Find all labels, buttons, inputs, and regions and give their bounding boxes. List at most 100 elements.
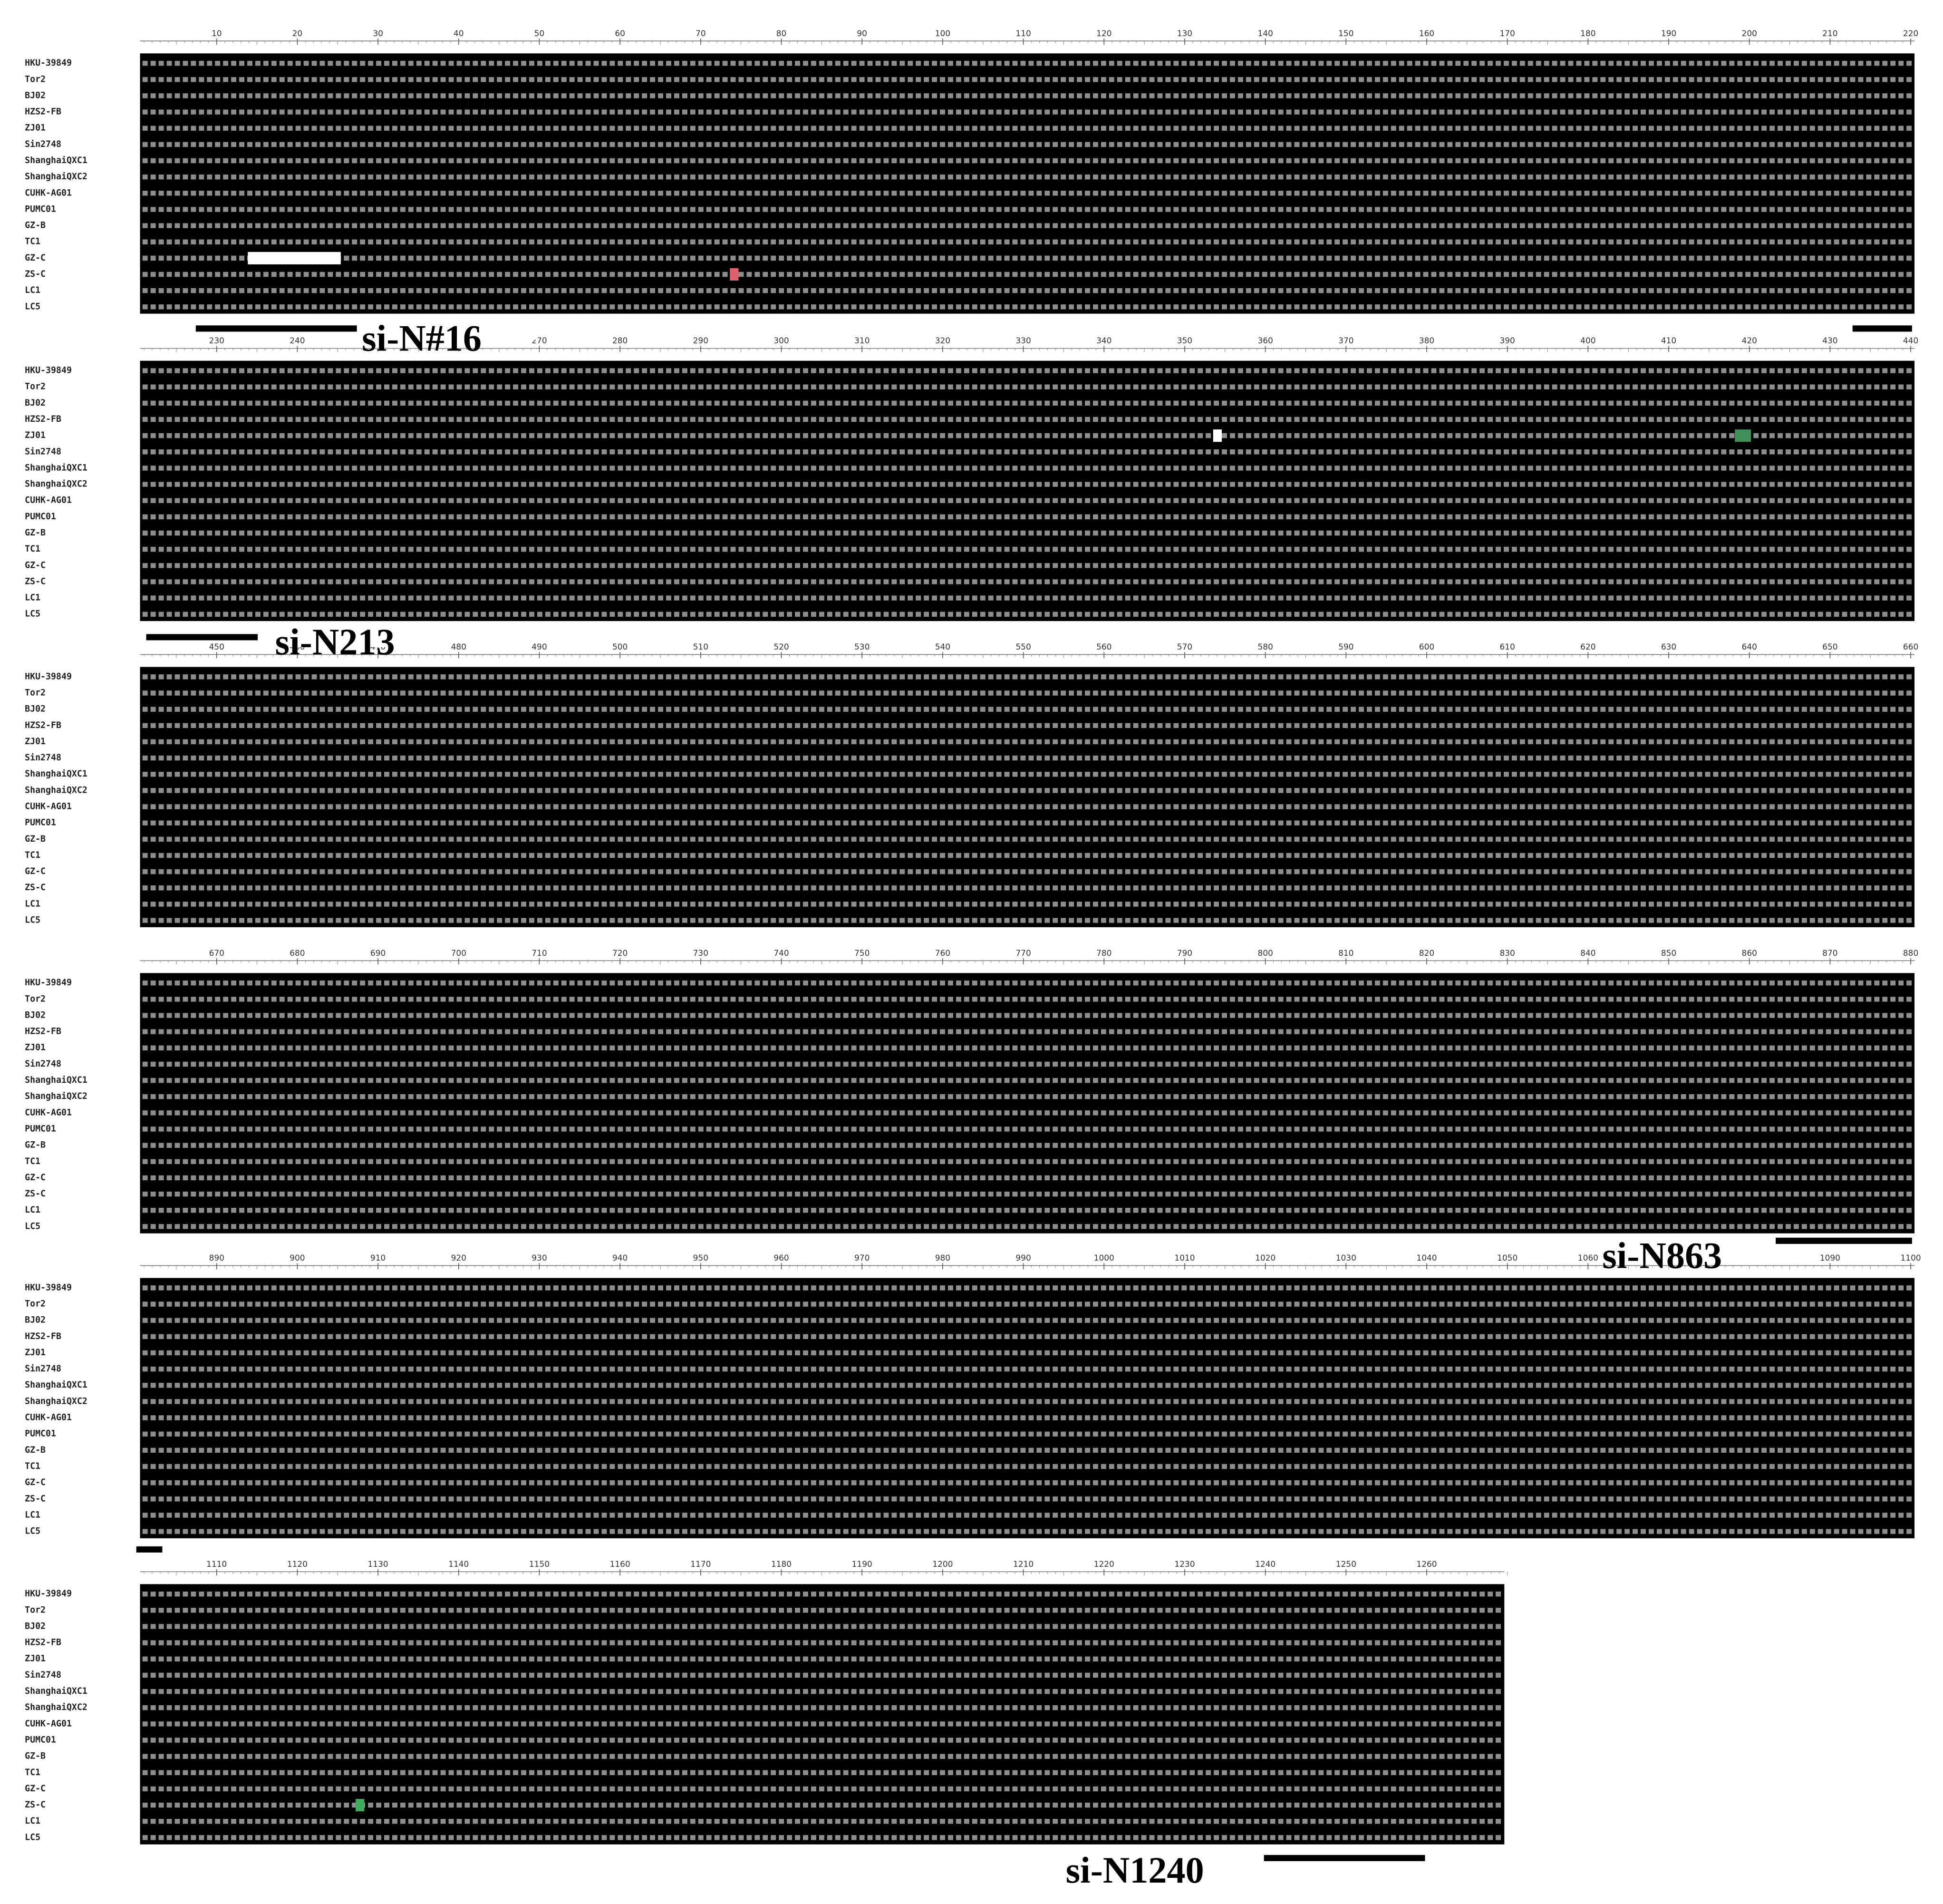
sequence-name: ZJ01 — [25, 123, 46, 133]
sequence-name: PUMC01 — [25, 1735, 56, 1745]
label-backdrop — [272, 624, 434, 647]
sequence-name: LC5 — [25, 1221, 40, 1231]
position-label: 880 — [1903, 948, 1918, 958]
sequence-name: ShanghaiQXC2 — [25, 1396, 87, 1406]
position-label: 1110 — [206, 1559, 227, 1569]
sequence-name: HKU-39849 — [25, 1282, 72, 1292]
position-label: 560 — [1096, 642, 1112, 651]
position-label: 310 — [854, 336, 870, 345]
position-label: 440 — [1903, 336, 1918, 345]
position-label: 340 — [1096, 336, 1112, 345]
position-label: 240 — [290, 336, 305, 345]
sequence-name: PUMC01 — [25, 1124, 56, 1134]
position-label: 170 — [1499, 29, 1515, 38]
position-label: 860 — [1742, 948, 1757, 958]
position-label: 370 — [1338, 336, 1353, 345]
position-label: 1160 — [610, 1559, 630, 1569]
position-label: 730 — [693, 948, 708, 958]
sequence-name: ZJ01 — [25, 430, 46, 440]
position-label: 450 — [209, 642, 224, 651]
position-label: 110 — [1015, 29, 1031, 38]
position-label: 520 — [773, 642, 789, 651]
position-label: 230 — [209, 336, 224, 345]
position-label: 210 — [1822, 29, 1837, 38]
position-label: 720 — [612, 948, 628, 958]
position-label: 10 — [212, 29, 222, 38]
position-label: 870 — [1822, 948, 1837, 958]
position-label: 680 — [290, 948, 305, 958]
sequence-name: ShanghaiQXC1 — [25, 769, 87, 779]
sequence-name: Sin2748 — [25, 1364, 61, 1374]
position-label: 640 — [1742, 642, 1757, 651]
sequence-name: LC1 — [25, 1205, 40, 1215]
position-label: 580 — [1257, 642, 1273, 651]
sequence-name: Tor2 — [25, 1605, 46, 1615]
position-label: 1200 — [932, 1559, 953, 1569]
position-label: 780 — [1096, 948, 1112, 958]
sequence-name: GZ-C — [25, 253, 46, 263]
sequence-name: HZS2-FB — [25, 1027, 61, 1037]
sequence-name: Tor2 — [25, 74, 46, 84]
position-label: 50 — [534, 29, 545, 38]
position-label: 610 — [1499, 642, 1515, 651]
alignment-block — [140, 1278, 1915, 1538]
sequence-name: BJ02 — [25, 1315, 46, 1325]
position-label: 970 — [854, 1253, 870, 1263]
sequence-name: PUMC01 — [25, 204, 56, 214]
position-label: 1210 — [1013, 1559, 1034, 1569]
sequence-name: LC1 — [25, 1510, 40, 1520]
sequence-name: CUHK-AG01 — [25, 1719, 72, 1729]
sequence-name: GZ-C — [25, 1173, 46, 1183]
sequence-name: HZS2-FB — [25, 1638, 61, 1648]
position-label: 220 — [1903, 29, 1918, 38]
sequence-name: ShanghaiQXC1 — [25, 1075, 87, 1085]
position-label: 630 — [1661, 642, 1676, 651]
position-label: 660 — [1903, 642, 1918, 651]
mismatch-highlight — [1735, 429, 1751, 442]
position-label: 1220 — [1094, 1559, 1114, 1569]
position-label: 550 — [1015, 642, 1031, 651]
position-label: 400 — [1580, 336, 1595, 345]
position-label: 1050 — [1497, 1253, 1518, 1263]
position-label: 1000 — [1094, 1253, 1114, 1263]
sequence-name: CUHK-AG01 — [25, 1107, 72, 1117]
sequence-name: BJ02 — [25, 398, 46, 408]
position-label: 810 — [1338, 948, 1353, 958]
position-label: 1090 — [1820, 1253, 1840, 1263]
position-label: 80 — [776, 29, 787, 38]
position-label: 540 — [935, 642, 950, 651]
position-label: 510 — [693, 642, 708, 651]
sequence-name: ZS-C — [25, 576, 46, 586]
sequence-name: ShanghaiQXC2 — [25, 1091, 87, 1101]
sequence-name: HZS2-FB — [25, 1331, 61, 1341]
sequence-name: ZS-C — [25, 1800, 46, 1810]
sequence-name: GZ-C — [25, 1477, 46, 1487]
label-backdrop — [357, 317, 538, 340]
sequence-name: Sin2748 — [25, 139, 61, 149]
sequence-name: GZ-B — [25, 528, 46, 538]
sequence-name: ShanghaiQXC2 — [25, 479, 87, 489]
sequence-name: LC5 — [25, 609, 40, 619]
position-label: 1170 — [690, 1559, 711, 1569]
sequence-name: Tor2 — [25, 382, 46, 392]
sequence-name: ZJ01 — [25, 1654, 46, 1664]
sequence-name: GZ-B — [25, 221, 46, 231]
sequence-name: GZ-B — [25, 834, 46, 844]
position-label: 770 — [1015, 948, 1031, 958]
position-label: 1230 — [1174, 1559, 1195, 1569]
sequence-name: LC5 — [25, 1526, 40, 1536]
position-label: 90 — [857, 29, 867, 38]
position-label: 490 — [532, 642, 547, 651]
sequence-name: Sin2748 — [25, 753, 61, 763]
deletion-gap — [248, 252, 341, 264]
position-label: 360 — [1257, 336, 1273, 345]
position-label: 100 — [935, 29, 950, 38]
position-label: 960 — [773, 1253, 789, 1263]
position-label: 160 — [1419, 29, 1434, 38]
position-label: 190 — [1661, 29, 1676, 38]
position-label: 20 — [292, 29, 303, 38]
sequence-name: LC5 — [25, 301, 40, 311]
position-label: 990 — [1015, 1253, 1031, 1263]
position-label: 570 — [1177, 642, 1192, 651]
sequence-name: Tor2 — [25, 688, 46, 698]
